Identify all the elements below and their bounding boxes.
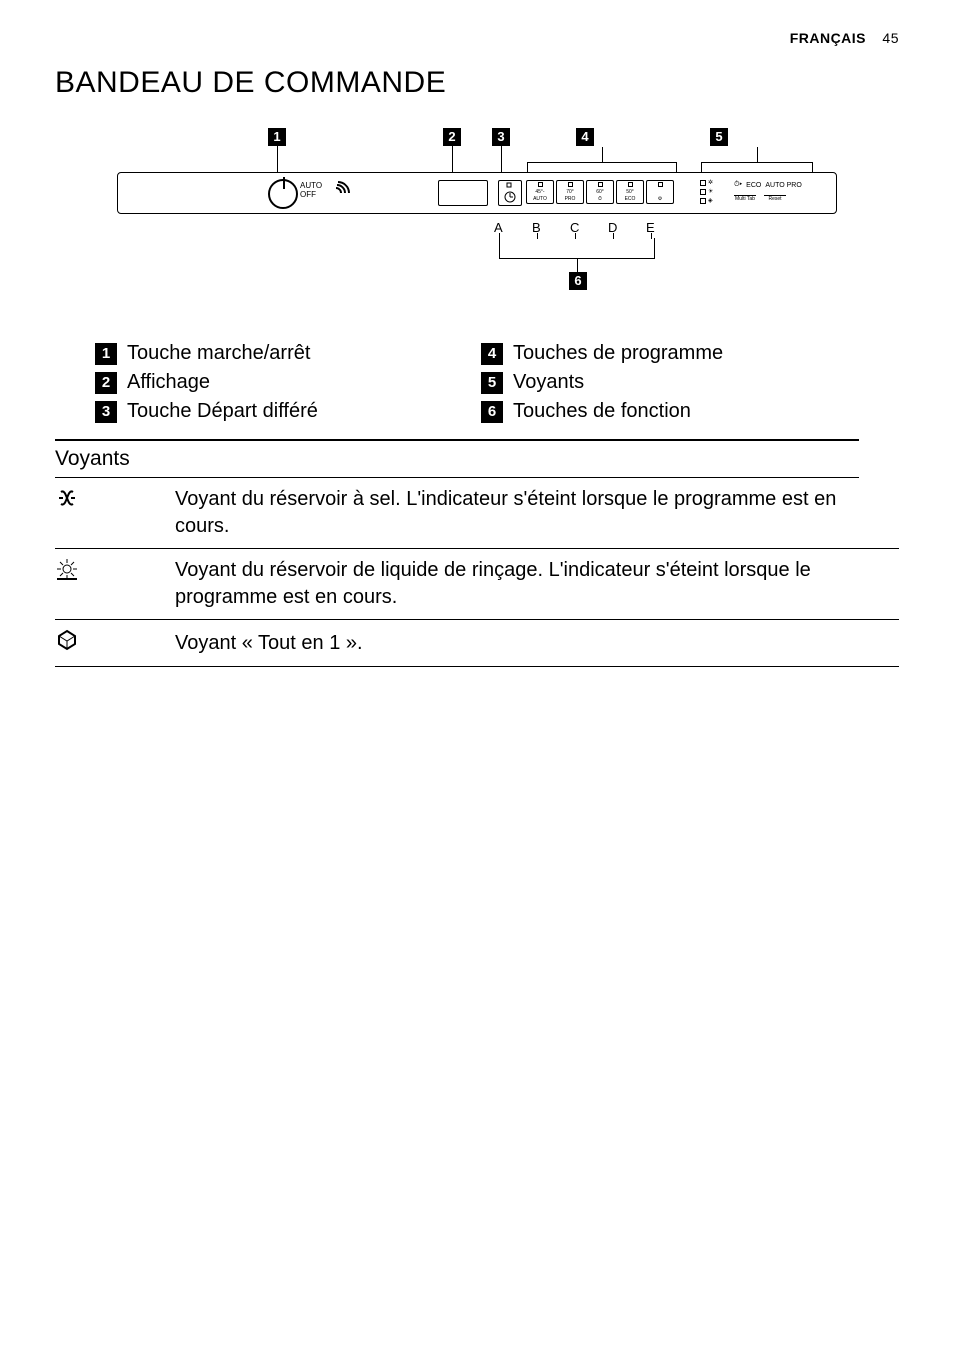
auto-label: AUTO (300, 181, 322, 190)
salt-icon (55, 478, 175, 549)
reference-item: 1 Touche marche/arrêt (95, 342, 473, 365)
program-button: ⚙ (646, 180, 674, 204)
voyants-section-header: Voyants (55, 439, 859, 478)
program-button: 45°-AUTO (526, 180, 554, 204)
reference-label: Affichage (127, 371, 210, 394)
reference-number: 3 (95, 401, 117, 423)
voyant-row: Voyant du réservoir à sel. L'indicateur … (55, 478, 899, 549)
program-button: 70°PRO (556, 180, 584, 204)
callout-5: 5 (710, 128, 728, 146)
program-button: 60°⏱ (586, 180, 614, 204)
control-panel: AUTO OFF 45°-AUTO70°PRO60°⏱50°ECO⚙ ✲ ☀ ◈… (117, 172, 837, 214)
callout-6: 6 (569, 272, 587, 290)
callout-reference-list: 1 Touche marche/arrêt 2 Affichage 3 Touche Dé… (55, 336, 899, 429)
page-title: BANDEAU DE COMMANDE (55, 66, 899, 100)
program-buttons: 45°-AUTO70°PRO60°⏱50°ECO⚙ (526, 180, 674, 204)
reference-number: 5 (481, 372, 503, 394)
power-button-icon (268, 179, 298, 209)
reference-item: 5 Voyants (481, 371, 859, 394)
bracket-callout-5 (701, 162, 813, 163)
page-header: FRANÇAIS 45 (55, 30, 899, 46)
header-language: FRANÇAIS (790, 30, 866, 46)
indicator-lights-column: ✲ ☀ ◈ (700, 179, 713, 204)
callout-1: 1 (268, 128, 286, 146)
reference-item: 3 Touche Départ différé (95, 400, 473, 423)
auto-off-label: AUTO OFF (300, 181, 322, 199)
bottom-bracket (499, 238, 655, 259)
off-label: OFF (300, 190, 322, 199)
voyant-desc: Voyant « Tout en 1 ». (175, 620, 899, 667)
reference-label: Touche Départ différé (127, 400, 318, 423)
reference-number: 6 (481, 401, 503, 423)
reference-item: 2 Affichage (95, 371, 473, 394)
reference-label: Touches de programme (513, 342, 723, 365)
voyant-row: Voyant « Tout en 1 ». (55, 620, 899, 667)
delay-start-button (498, 180, 522, 206)
callout-3: 3 (492, 128, 510, 146)
multitab-label: Multi Tab (735, 196, 755, 202)
callout-2: 2 (443, 128, 461, 146)
reference-label: Voyants (513, 371, 584, 394)
panel-right-labels: ⏱▸ECOAUTO PRO Multi Tab Reset (734, 181, 802, 202)
voyant-row: Voyant du réservoir de liquide de rinçag… (55, 549, 899, 620)
callout-4: 4 (576, 128, 594, 146)
program-button: 50°ECO (616, 180, 644, 204)
voyant-desc: Voyant du réservoir à sel. L'indicateur … (175, 478, 899, 549)
reset-label: Reset (768, 196, 781, 202)
autopro-label: AUTO PRO (765, 182, 801, 189)
reference-label: Touche marche/arrêt (127, 342, 310, 365)
reference-number: 2 (95, 372, 117, 394)
control-panel-diagram: 12345 AUTO OFF 45°-AUTO70°PRO60°⏱50 (117, 128, 837, 318)
reference-number: 1 (95, 343, 117, 365)
reference-item: 4 Touches de programme (481, 342, 859, 365)
voyants-table: Voyant du réservoir à sel. L'indicateur … (55, 478, 899, 667)
voyant-desc: Voyant du réservoir de liquide de rinçag… (175, 549, 899, 620)
rinse-icon (55, 549, 175, 620)
reference-label: Touches de fonction (513, 400, 691, 423)
reference-item: 6 Touches de fonction (481, 400, 859, 423)
eco-label: ECO (746, 182, 761, 189)
tab-icon (55, 620, 175, 667)
header-page-number: 45 (882, 30, 899, 46)
reference-number: 4 (481, 343, 503, 365)
sound-arcs-icon (328, 179, 354, 205)
display-icon (438, 180, 488, 206)
bracket-callout-4 (527, 162, 677, 163)
